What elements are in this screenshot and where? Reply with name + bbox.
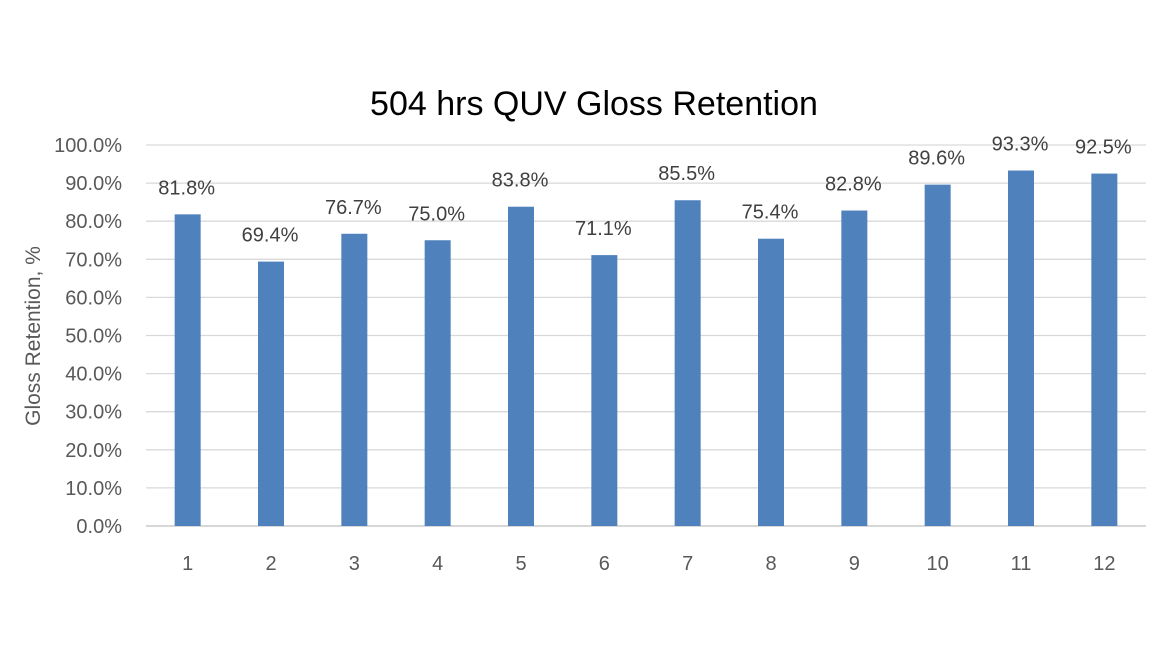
x-tick-label: 5 xyxy=(515,553,526,575)
bar xyxy=(1091,173,1118,526)
y-axis-title: Gloss Retention, % xyxy=(22,246,45,426)
x-tick-label: 6 xyxy=(599,553,610,575)
data-label: 93.3% xyxy=(992,134,1049,156)
bar xyxy=(508,206,534,527)
y-tick-label: 90.0% xyxy=(65,173,122,195)
y-tick-label: 0.0% xyxy=(76,516,122,538)
y-tick-label: 70.0% xyxy=(65,249,122,271)
bar xyxy=(258,261,284,526)
x-tick-label: 4 xyxy=(432,553,443,575)
y-tick-label: 50.0% xyxy=(65,326,122,348)
data-label: 71.1% xyxy=(575,218,632,240)
x-tick-label: 7 xyxy=(682,553,693,575)
bar xyxy=(174,214,201,527)
gridlines xyxy=(146,144,1146,527)
y-tick-label: 30.0% xyxy=(65,402,122,424)
bar xyxy=(841,210,868,527)
data-label: 83.8% xyxy=(492,170,549,192)
y-tick-label: 80.0% xyxy=(65,211,122,233)
bar xyxy=(1008,170,1034,527)
y-tick-label: 60.0% xyxy=(65,287,122,309)
data-label: 75.4% xyxy=(742,202,799,224)
data-label: 75.0% xyxy=(408,203,465,225)
x-tick-label: 12 xyxy=(1093,553,1115,575)
bars xyxy=(174,170,1118,527)
data-label: 92.5% xyxy=(1075,137,1132,159)
data-label: 89.6% xyxy=(908,148,965,170)
bar xyxy=(341,233,368,526)
bar xyxy=(924,184,951,526)
data-label: 85.5% xyxy=(658,163,715,185)
data-label: 76.7% xyxy=(325,197,382,219)
y-tick-label: 40.0% xyxy=(65,364,122,386)
data-labels: 81.8% 69.4% 76.7% 75.0% 83.8% 71.1% 85.5% 75.4%… xyxy=(158,134,1132,247)
data-label: 81.8% xyxy=(158,177,215,199)
bar xyxy=(674,200,701,526)
bar xyxy=(591,255,618,526)
x-tick-label: 11 xyxy=(1011,553,1032,575)
data-label: 69.4% xyxy=(242,225,299,247)
tick-labels: 0.0% 10.0% 20.0% 30.0% 40.0% 50.0% 60.0% 70.0% 8… xyxy=(54,135,1115,575)
x-tick-label: 9 xyxy=(849,553,860,575)
y-tick-label: 10.0% xyxy=(65,478,122,500)
x-tick-label: 8 xyxy=(765,553,776,575)
x-tick-label: 2 xyxy=(265,553,276,575)
bar xyxy=(424,240,451,526)
x-tick-label: 3 xyxy=(349,553,360,575)
chart-title: 504 hrs QUV Gloss Retention xyxy=(370,85,818,123)
y-tick-label: 20.0% xyxy=(65,440,122,462)
y-tick-label: 100.0% xyxy=(54,135,122,157)
x-tick-label: 1 xyxy=(182,553,193,575)
bar xyxy=(758,238,784,526)
x-tick-label: 10 xyxy=(927,553,949,575)
data-label: 82.8% xyxy=(825,174,882,196)
